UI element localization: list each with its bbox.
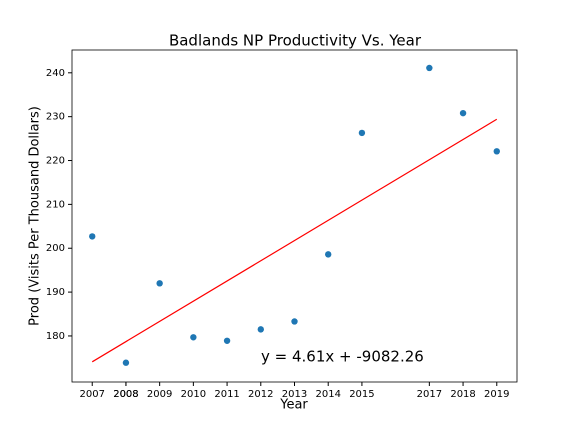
y-tick-label: 220 [46, 156, 65, 167]
x-tick-label: 2017 [417, 389, 442, 400]
y-tick-label: 180 [46, 331, 65, 342]
x-tick-label: 2012 [248, 389, 273, 400]
x-tick-label: 2015 [349, 389, 374, 400]
plot-frame [71, 49, 518, 383]
fit-line [91, 118, 498, 363]
point [257, 326, 264, 333]
x-axis-label: Year [279, 398, 308, 413]
x-tick-label: 2010 [181, 389, 206, 400]
x-tick-label: 2009 [147, 389, 172, 400]
x-tick-label: 2019 [484, 389, 509, 400]
point [358, 129, 366, 137]
point [291, 318, 298, 325]
annotation: y = 4.61x + -9082.26 [261, 348, 424, 366]
y-tick-label: 210 [46, 199, 65, 210]
y-axis-label: Prod (Visits Per Thousand Dollars) [28, 106, 43, 326]
x-tick-label: 2007 [80, 389, 105, 400]
point [325, 251, 332, 258]
y-tick-label: 240 [46, 68, 65, 79]
point [459, 109, 467, 117]
y-tick-label: 190 [46, 287, 65, 298]
point [156, 280, 163, 287]
x-tick-label: 2008 [113, 389, 138, 400]
y-tick-label: 200 [46, 243, 65, 254]
x-tick-label: 2013 [282, 389, 307, 400]
x-tick-label: 2014 [315, 389, 340, 400]
point [426, 64, 433, 72]
point [190, 334, 197, 341]
point [122, 359, 130, 366]
x-tick-label: 2018 [450, 389, 475, 400]
point [89, 233, 96, 240]
point [493, 148, 500, 155]
x-tick-label: 2008 [113, 389, 138, 400]
x-tick-label: 2011 [214, 389, 239, 400]
chart-title: Badlands NP Productivity Vs. Year [169, 32, 422, 50]
point [223, 337, 231, 344]
y-tick-label: 230 [46, 112, 65, 123]
